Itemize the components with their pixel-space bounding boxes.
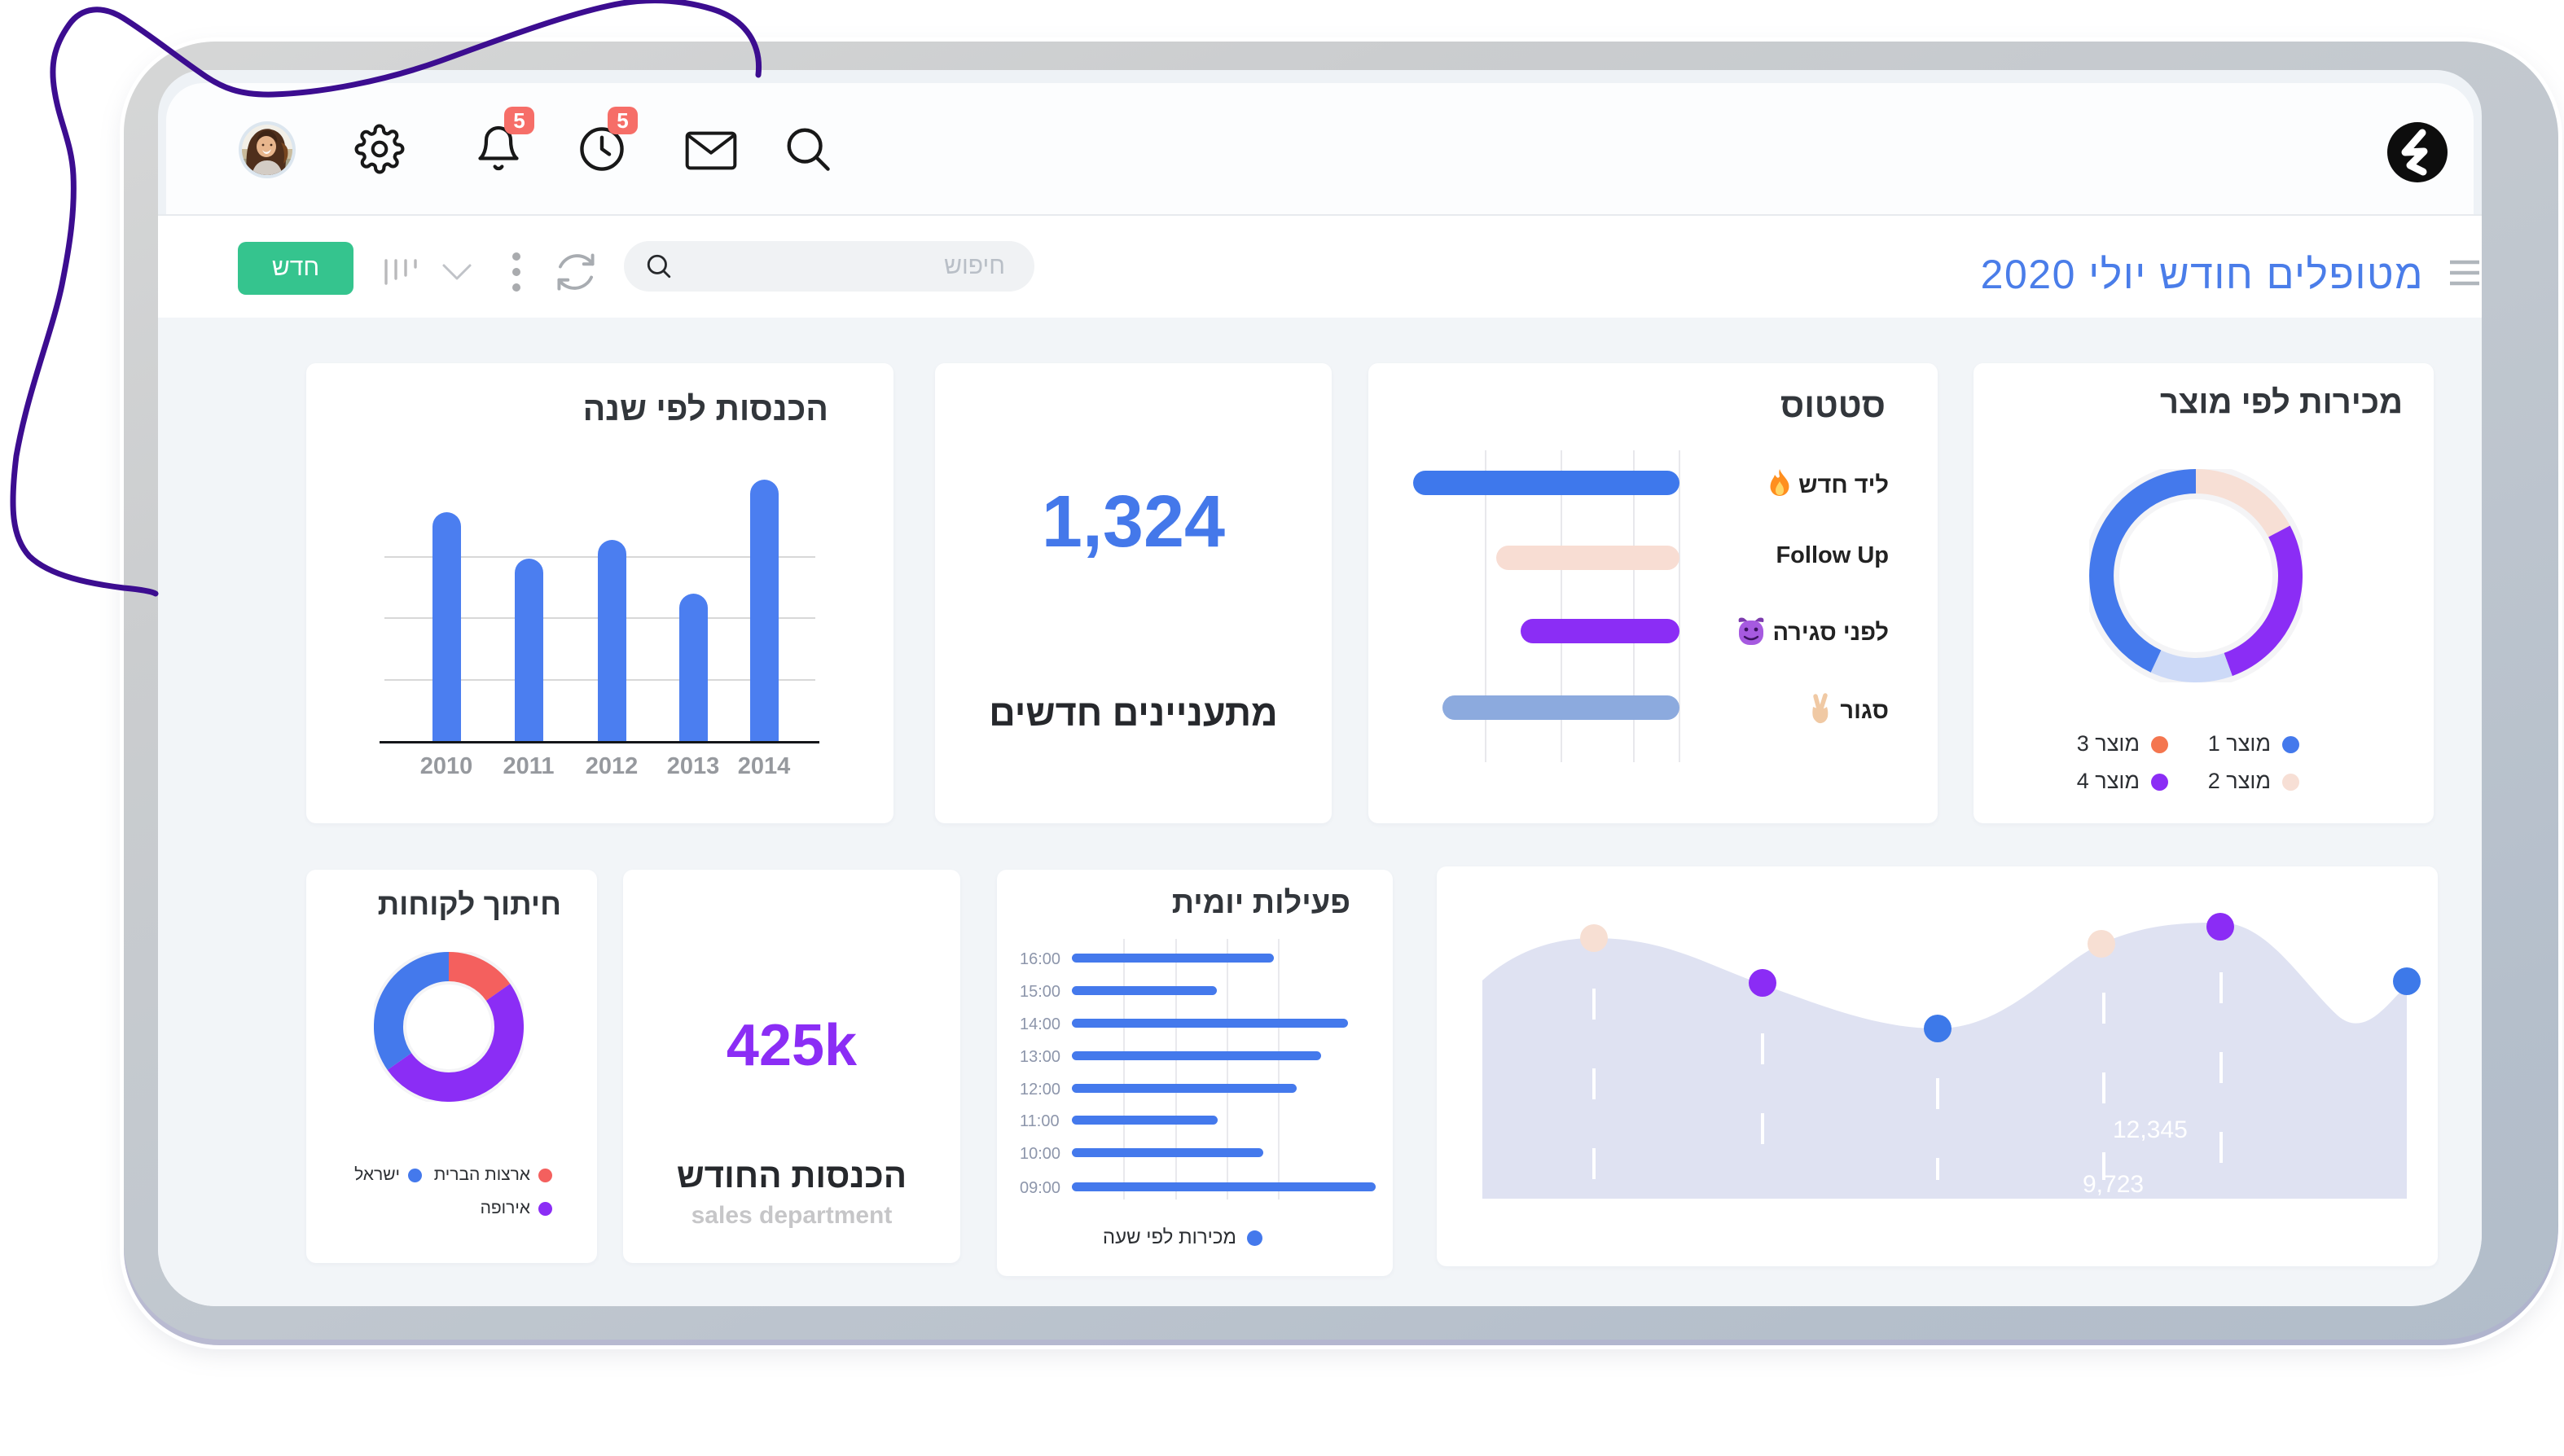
svg-text:12,345: 12,345 bbox=[2113, 1116, 2188, 1143]
svg-text:9,723: 9,723 bbox=[2083, 1171, 2144, 1198]
